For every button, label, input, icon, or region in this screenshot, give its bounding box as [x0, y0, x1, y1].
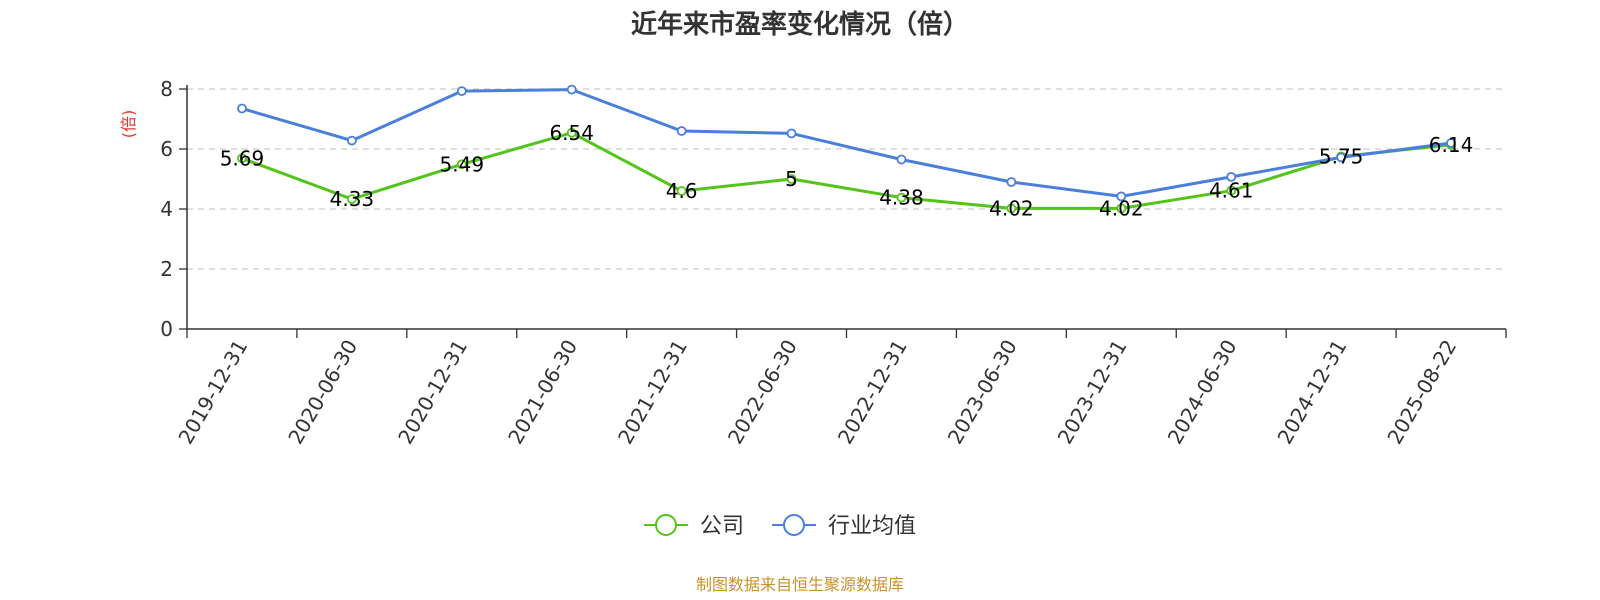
x-tick-label: 2022-12-31 — [833, 336, 912, 449]
data-point[interactable] — [786, 128, 797, 139]
data-point[interactable] — [346, 135, 357, 146]
data-label: 5.75 — [1319, 145, 1364, 169]
legend-label[interactable]: 行业均值 — [828, 514, 916, 539]
legend-label[interactable]: 公司 — [700, 514, 744, 539]
data-label: 4.33 — [330, 187, 375, 211]
x-tick-label: 2022-06-30 — [723, 336, 802, 449]
data-point[interactable] — [1446, 138, 1456, 148]
legend[interactable]: 公司 行业均值 — [644, 514, 916, 539]
axes — [179, 85, 1507, 338]
data-point[interactable] — [456, 159, 467, 170]
y-axis-label: (倍) — [119, 110, 138, 139]
data-point[interactable] — [346, 194, 357, 205]
data-point[interactable] — [896, 154, 907, 165]
x-tick-label: 2025-08-22 — [1382, 336, 1461, 449]
data-point[interactable] — [566, 127, 577, 138]
data-label: 4.38 — [879, 186, 924, 210]
x-tick-label: 2024-12-31 — [1273, 336, 1352, 449]
series-line — [241, 88, 1452, 198]
source-note: 制图数据来自恒生聚源数据库 — [696, 575, 904, 594]
data-label: 5.49 — [440, 152, 485, 176]
x-tick-label: 2021-12-31 — [613, 336, 692, 449]
chart-title: 近年来市盈率变化情况（倍） — [631, 9, 969, 40]
data-label: 6.54 — [549, 121, 594, 145]
y-tick-label: 4 — [160, 197, 173, 221]
data-point[interactable] — [1006, 203, 1017, 214]
data-label: 5.69 — [220, 146, 265, 170]
data-point[interactable] — [1116, 203, 1127, 214]
data-point[interactable] — [1006, 177, 1017, 187]
y-tick-label: 0 — [160, 317, 173, 341]
x-tick-label: 2020-12-31 — [393, 335, 472, 448]
y-tick-label: 6 — [160, 137, 173, 161]
x-tick-label: 2019-12-31 — [173, 336, 252, 449]
legend-marker — [783, 514, 805, 536]
data-point[interactable] — [1336, 152, 1347, 163]
data-point[interactable] — [786, 174, 797, 184]
y-tick-label: 2 — [160, 257, 173, 281]
x-tick-label: 2023-06-30 — [943, 336, 1022, 449]
data-point[interactable] — [566, 84, 577, 95]
data-label: 4.02 — [989, 196, 1034, 220]
data-point[interactable] — [676, 186, 687, 196]
x-tick-label: 2024-06-30 — [1163, 336, 1242, 449]
data-point[interactable] — [1226, 171, 1237, 182]
grid-lines — [187, 88, 1506, 270]
data-label: 5 — [785, 167, 798, 191]
legend-marker — [655, 514, 677, 536]
y-tick-labels: 0 2 4 6 8 — [160, 77, 173, 341]
series-group — [237, 84, 1456, 214]
y-tick-label: 8 — [160, 77, 173, 101]
x-tick-label: 2020-06-30 — [283, 336, 362, 449]
data-point[interactable] — [1116, 191, 1127, 202]
data-point[interactable] — [237, 103, 247, 114]
data-point[interactable] — [896, 192, 907, 203]
x-tick-label: 2021-06-30 — [503, 336, 582, 449]
data-point[interactable] — [456, 86, 467, 96]
data-label: 4.02 — [1099, 196, 1144, 220]
data-label: 4.61 — [1209, 179, 1254, 203]
data-labels: 5.69 4.33 5.49 6.54 4.6 5 4.38 4.02 4.02 4.61 5.75… — [220, 121, 1474, 221]
x-tick-label: 2023-12-31 — [1053, 336, 1132, 449]
x-tick-labels: 2019-12-31 2020-06-30 2020-12-31 2021-06-30… — [173, 335, 1461, 448]
data-point[interactable] — [676, 126, 687, 136]
data-label: 6.14 — [1429, 133, 1474, 157]
data-point[interactable] — [237, 153, 247, 164]
data-point[interactable] — [1226, 185, 1237, 196]
series-line — [241, 131, 1452, 210]
data-label: 4.6 — [666, 179, 698, 203]
